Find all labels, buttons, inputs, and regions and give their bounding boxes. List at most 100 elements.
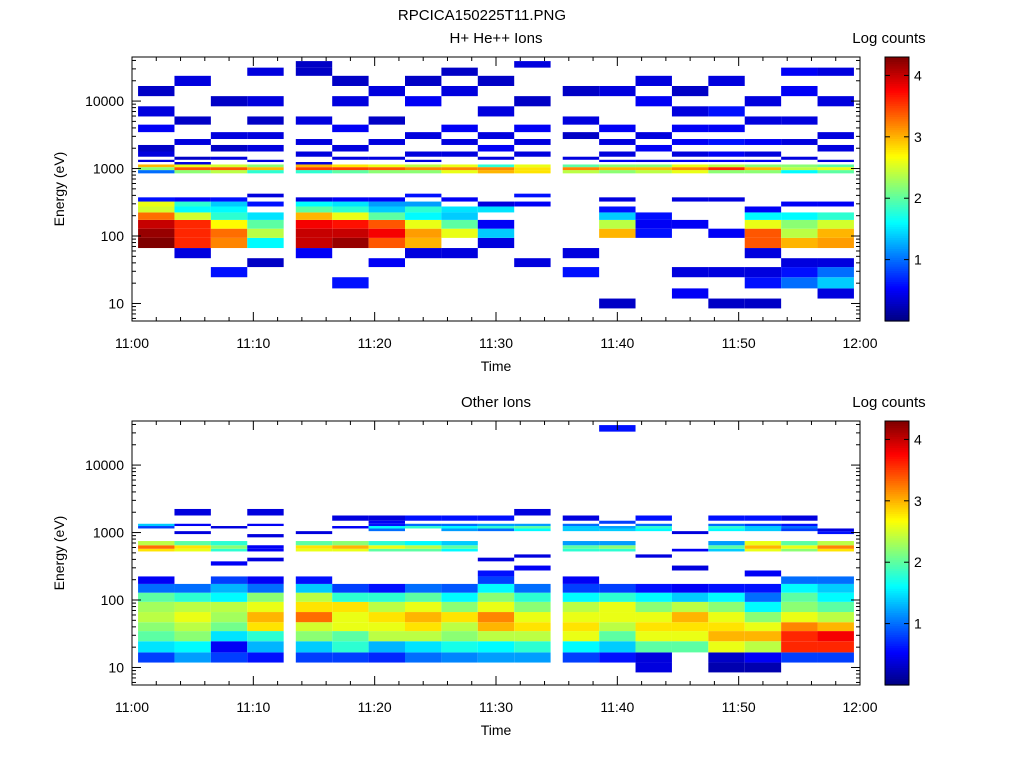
heatmap-cell (174, 162, 211, 165)
heatmap-cell (599, 170, 636, 174)
colorbar-segment (885, 184, 909, 188)
heatmap-cell (441, 206, 478, 213)
colorbar-tick-label: 3 (914, 129, 922, 145)
heatmap-cell (781, 523, 818, 527)
colorbar-segment (885, 447, 909, 451)
colorbar-segment (885, 564, 909, 567)
heatmap-cell (635, 212, 672, 220)
heatmap-cell (781, 219, 818, 229)
colorbar-segment (885, 178, 909, 181)
heatmap-cell (781, 85, 818, 97)
colorbar-segment (885, 663, 909, 666)
heatmap-cell (405, 548, 442, 552)
y-tick-label: 100 (101, 592, 125, 608)
heatmap-cell (138, 652, 175, 663)
colorbar-segment (885, 667, 909, 671)
heatmap-cell (671, 164, 709, 168)
heatmap-cell (174, 641, 211, 653)
colorbar-segment (885, 542, 909, 545)
heatmap-cell (599, 641, 636, 653)
heatmap-cell (138, 206, 175, 213)
heatmap-cell (599, 159, 636, 163)
heatmap-cell (817, 277, 854, 289)
heatmap-cell (708, 545, 745, 549)
heatmap-cell (477, 612, 515, 623)
heatmap-cell (368, 622, 405, 632)
heatmap-cell (708, 526, 745, 529)
heatmap-cell (562, 622, 600, 632)
heatmap-cell (477, 526, 515, 529)
colorbar-segment (885, 312, 909, 315)
colorbar-segment (885, 160, 909, 164)
heatmap-cell (247, 508, 284, 516)
heatmap-cell (405, 248, 442, 259)
colorbar-segment (885, 217, 909, 221)
colorbar-segment (885, 94, 909, 98)
heatmap-cell (671, 167, 709, 171)
colorbar-segment (885, 456, 909, 459)
heatmap-cell (514, 523, 551, 527)
heatmap-cell (247, 219, 284, 229)
heatmap-cell (174, 652, 211, 663)
colorbar-segment (885, 211, 909, 214)
colorbar-tick-label: 2 (914, 554, 922, 570)
heatmap-cell (781, 201, 818, 207)
heatmap-cell (744, 631, 782, 642)
heatmap-cell (744, 528, 782, 532)
heatmap-cell (295, 167, 333, 171)
heatmap-cell (599, 298, 636, 309)
heatmap-cell (441, 526, 478, 529)
colorbar-segment (885, 63, 909, 67)
heatmap-cell (708, 662, 745, 673)
heatmap-cell (477, 144, 515, 152)
heatmap-cell (405, 75, 442, 86)
heatmap-cell (295, 201, 333, 207)
colorbar-segment (885, 268, 909, 271)
heatmap-cell (138, 201, 175, 207)
heatmap-cell (210, 237, 248, 249)
colorbar-segment (885, 458, 909, 462)
y-tick-label: 10000 (85, 457, 124, 473)
heatmap-cell (599, 631, 636, 642)
heatmap-cell (295, 206, 333, 213)
colorbar-segment (885, 156, 909, 159)
heatmap-cell (817, 576, 854, 584)
heatmap-cell (405, 515, 442, 521)
colorbar-segment (885, 131, 909, 135)
heatmap-cell (708, 583, 745, 593)
heatmap-cell (599, 592, 636, 602)
heatmap-cell (635, 612, 672, 623)
heatmap-cell (174, 237, 211, 249)
heatmap-cell (405, 151, 442, 157)
heatmap-cell (817, 288, 854, 299)
heatmap-cell (138, 622, 175, 632)
heatmap-cell (781, 631, 818, 642)
heatmap-cell (781, 576, 818, 584)
colorbar-segment (885, 129, 909, 133)
colorbar-segment (885, 158, 909, 161)
heatmap-cell (405, 541, 442, 546)
colorbar-segment (885, 244, 909, 247)
heatmap-cell (744, 96, 782, 107)
colorbar-segment (885, 427, 909, 431)
heatmap-cell (744, 277, 782, 289)
heatmap-cell (368, 641, 405, 653)
heatmap-cell (295, 541, 333, 546)
heatmap-cell (368, 612, 405, 623)
heatmap-cell (247, 144, 284, 152)
heatmap-cell (441, 167, 478, 171)
colorbar-segment (885, 445, 909, 448)
colorbar-segment (885, 107, 909, 111)
heatmap-cell (174, 228, 211, 238)
colorbar-segment (885, 592, 909, 596)
colorbar-segment (885, 180, 909, 183)
colorbar-segment (885, 87, 909, 91)
colorbar-segment (885, 59, 909, 62)
colorbar-segment (885, 634, 909, 638)
heatmap-cell (441, 545, 478, 549)
heatmap-cell (247, 576, 284, 584)
y-tick-label: 1000 (93, 525, 124, 541)
heatmap-cell (562, 576, 600, 584)
heatmap-cell (332, 612, 369, 623)
heatmap-cell (405, 601, 442, 613)
